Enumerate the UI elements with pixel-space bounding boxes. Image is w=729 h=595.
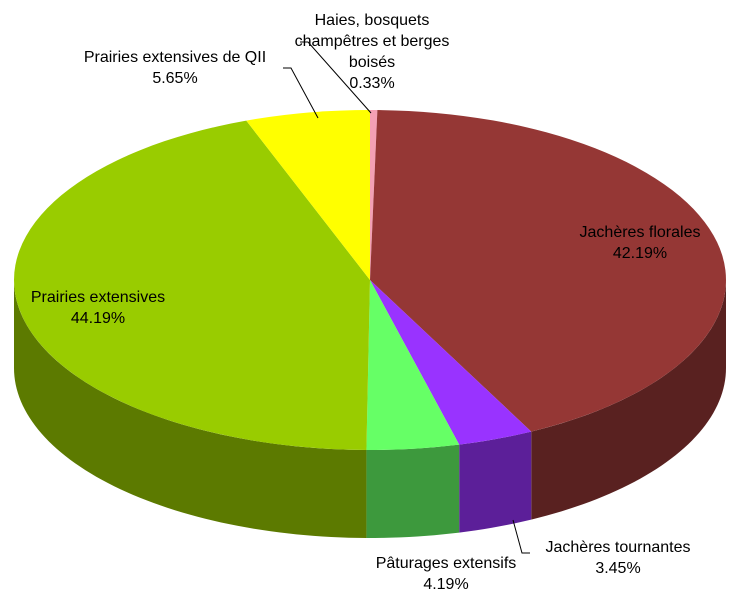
slice-label: Jachères tournantes 3.45% bbox=[518, 537, 718, 579]
slice bbox=[370, 280, 532, 445]
category-name: Jachères florales bbox=[579, 224, 701, 241]
slice bbox=[370, 110, 378, 280]
value-label: 44.19% bbox=[70, 310, 126, 327]
category-name: Haies, bosquets champêtres et berges boi… bbox=[294, 12, 450, 71]
leader-line bbox=[512, 519, 530, 554]
slice bbox=[370, 110, 726, 432]
value-label: 3.45% bbox=[595, 560, 641, 577]
category-name: Prairies extensives bbox=[30, 289, 166, 306]
slice-label: Prairies extensives de QII 5.65% bbox=[55, 47, 295, 89]
leader-line bbox=[283, 67, 319, 119]
category-name: Pâturages extensifs bbox=[375, 555, 517, 572]
slice-label: Pâturages extensifs 4.19% bbox=[346, 553, 546, 595]
slice bbox=[246, 110, 370, 280]
value-label: 4.19% bbox=[423, 576, 469, 593]
slice-side bbox=[14, 280, 367, 538]
category-name: Prairies extensives de QII bbox=[83, 49, 267, 66]
value-label: 5.65% bbox=[152, 70, 198, 87]
leader-line bbox=[300, 41, 372, 114]
value-label: 42.19% bbox=[612, 245, 668, 262]
value-label: 0.33% bbox=[349, 75, 395, 92]
slice-side bbox=[366, 444, 460, 538]
category-name: Jachères tournantes bbox=[545, 539, 691, 556]
slice-label: Prairies extensives 44.19% bbox=[3, 287, 193, 329]
slice-side bbox=[459, 431, 532, 533]
slice bbox=[366, 280, 460, 451]
slice bbox=[13, 120, 370, 450]
slice-label: Haies, bosquets champêtres et berges boi… bbox=[277, 10, 467, 94]
slice-label: Jachères florales 42.19% bbox=[540, 222, 729, 264]
slice-side bbox=[531, 280, 726, 520]
